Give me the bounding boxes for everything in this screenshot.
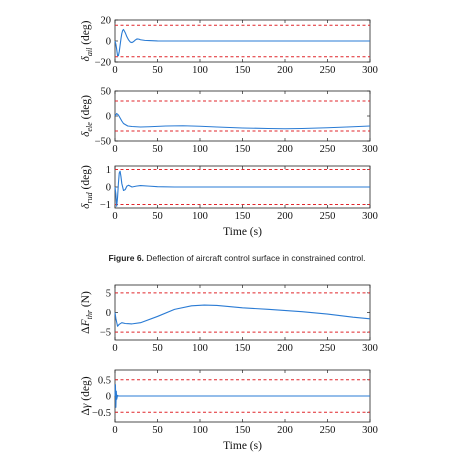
y-tick-label: 20 xyxy=(101,16,112,27)
x-tick-label: 150 xyxy=(235,144,251,155)
figure-6-label: Figure 6. xyxy=(108,253,144,263)
chart-panel-5: 0 50 100 150 200 250 300−0.500.5Δγ (deg)Time (… xyxy=(80,369,378,452)
x-tick-label: 50 xyxy=(152,343,163,354)
x-tick-label: 100 xyxy=(192,65,208,76)
y-tick-label: −1 xyxy=(100,200,111,211)
y-axis-label: δele (deg) xyxy=(80,95,94,137)
y-tick-label: 0 xyxy=(106,392,111,403)
y-tick-label: −20 xyxy=(95,58,111,69)
y-axis-label: ΔFthr (N) xyxy=(80,291,94,334)
y-tick-label: 0 xyxy=(106,183,111,194)
series-line-1 xyxy=(114,304,371,327)
figure-6-caption-text: Deflection of aircraft control surface i… xyxy=(146,253,366,263)
y-tick-label: 1 xyxy=(106,165,111,176)
x-tick-label: 50 xyxy=(152,425,163,436)
x-tick-label: 250 xyxy=(320,65,336,76)
x-tick-label: 250 xyxy=(320,144,336,155)
x-tick-label: 200 xyxy=(277,144,293,155)
y-tick-label: 0 xyxy=(106,112,111,123)
x-tick-label: 200 xyxy=(277,211,293,222)
y-tick-label: −0.5 xyxy=(92,408,111,419)
y-tick-label: 0 xyxy=(106,37,111,48)
x-tick-label: 150 xyxy=(235,65,251,76)
x-tick-label: 0 xyxy=(112,144,117,155)
y-tick-label: 0.5 xyxy=(98,375,111,386)
x-tick-label: 200 xyxy=(277,425,293,436)
x-axis-label: Time (s) xyxy=(223,440,262,452)
x-tick-label: 100 xyxy=(192,425,208,436)
x-tick-label: 300 xyxy=(362,144,378,155)
x-tick-label: 300 xyxy=(362,425,378,436)
x-tick-label: 150 xyxy=(235,211,251,222)
y-tick-label: 50 xyxy=(101,87,112,98)
x-tick-label: 50 xyxy=(152,211,163,222)
x-tick-label: 250 xyxy=(320,343,336,354)
x-tick-label: 50 xyxy=(152,65,163,76)
y-axis-label: δail (deg) xyxy=(80,20,94,61)
y-tick-label: 5 xyxy=(106,288,111,299)
x-tick-label: 150 xyxy=(235,425,251,436)
x-tick-label: 300 xyxy=(362,343,378,354)
x-tick-label: 0 xyxy=(112,425,117,436)
series-line-1 xyxy=(114,170,370,207)
y-tick-label: −5 xyxy=(100,328,111,339)
y-tick-label: −50 xyxy=(95,137,111,148)
series-line-1 xyxy=(114,384,370,408)
x-tick-label: 100 xyxy=(192,343,208,354)
x-tick-label: 0 xyxy=(112,65,117,76)
y-axis-label: Δγ (deg) xyxy=(80,376,92,415)
x-tick-label: 0 xyxy=(112,343,117,354)
y-tick-label: 0 xyxy=(106,308,111,319)
y-axis-label: δrud (deg) xyxy=(80,165,94,209)
x-tick-label: 50 xyxy=(152,144,163,155)
figure-6-caption: Figure 6. Deflection of aircraft control… xyxy=(0,253,474,263)
x-tick-label: 250 xyxy=(320,211,336,222)
x-tick-label: 100 xyxy=(192,144,208,155)
series-line-1 xyxy=(114,28,370,57)
x-tick-label: 150 xyxy=(235,343,251,354)
x-tick-label: 200 xyxy=(277,65,293,76)
x-tick-label: 300 xyxy=(362,211,378,222)
x-tick-label: 300 xyxy=(362,65,378,76)
x-tick-label: 200 xyxy=(277,343,293,354)
x-tick-label: 250 xyxy=(320,425,336,436)
plot-area xyxy=(114,90,371,142)
x-axis-label: Time (s) xyxy=(223,226,262,238)
x-tick-label: 100 xyxy=(192,211,208,222)
series-line-1 xyxy=(114,112,371,130)
x-tick-label: 0 xyxy=(112,211,117,222)
